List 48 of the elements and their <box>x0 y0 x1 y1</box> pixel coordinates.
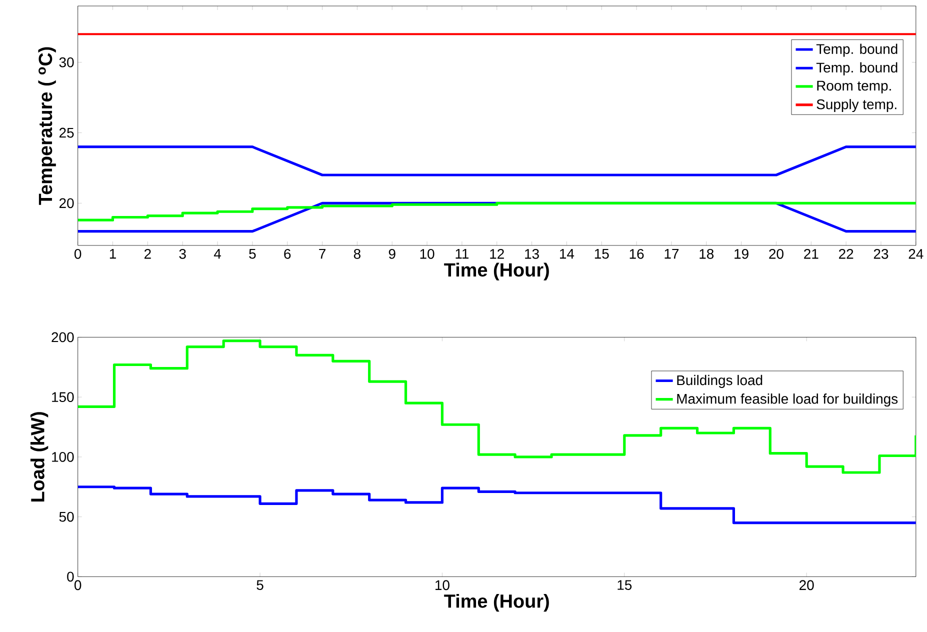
x-tick-label: 0 <box>74 249 82 260</box>
y-axis-title: Load (kW) <box>30 412 48 502</box>
y-tick-label: 0 <box>67 572 74 582</box>
x-tick-label: 15 <box>618 580 632 590</box>
x-axis-title: Time (Hour) <box>444 262 549 281</box>
x-tick-label: 21 <box>804 249 818 259</box>
legend-label: Temp. bound <box>816 62 898 76</box>
x-tick-label: 9 <box>388 249 396 260</box>
x-tick-label: 14 <box>560 249 574 259</box>
x-tick-label: 24 <box>908 249 924 259</box>
x-tick-label: 12 <box>490 249 504 259</box>
x-tick-label: 10 <box>436 580 450 590</box>
x-tick-label: 17 <box>664 249 679 259</box>
x-tick-label: 8 <box>354 249 360 260</box>
x-tick-label: 7 <box>319 249 326 259</box>
x-tick-label: 5 <box>249 249 256 259</box>
y-tick-label: 150 <box>52 392 74 402</box>
legend-label: Temp. bound <box>816 44 898 57</box>
legend-label: Supply temp. <box>816 99 896 112</box>
x-tick-label: 22 <box>839 249 854 259</box>
x-tick-label: 13 <box>525 249 539 260</box>
y-tick-label: 30 <box>59 58 74 68</box>
x-tick-label: 3 <box>179 249 186 260</box>
x-axis-title: Time (Hour) <box>444 594 549 612</box>
y-tick-label: 200 <box>52 332 74 342</box>
y-tick-label: 25 <box>59 128 74 138</box>
x-tick-label: 0 <box>74 580 82 590</box>
legend-label: Maximum feasible load for buildings <box>677 394 898 407</box>
y-tick-label: 50 <box>59 512 74 522</box>
x-tick-label: 23 <box>874 249 888 260</box>
x-tick-label: 16 <box>630 249 644 260</box>
x-tick-label: 10 <box>420 249 434 260</box>
legend-label: Buildings load <box>677 375 762 388</box>
x-tick-label: 1 <box>110 249 116 259</box>
x-tick-label: 4 <box>214 249 221 259</box>
y-tick-label: 100 <box>52 452 74 462</box>
x-tick-label: 6 <box>284 249 291 260</box>
x-tick-label: 5 <box>256 580 264 590</box>
x-tick-label: 11 <box>456 249 469 259</box>
x-tick-label: 2 <box>144 249 151 259</box>
x-tick-label: 15 <box>594 249 609 259</box>
x-tick-label: 20 <box>800 580 814 590</box>
y-axis-title: Temperature ( $^{o}$C) <box>38 47 56 206</box>
legend-label: Room temp. <box>817 81 891 94</box>
x-tick-label: 18 <box>700 249 714 260</box>
x-tick-label: 20 <box>769 249 784 260</box>
y-tick-label: 20 <box>59 198 74 208</box>
x-tick-label: 19 <box>734 249 748 260</box>
